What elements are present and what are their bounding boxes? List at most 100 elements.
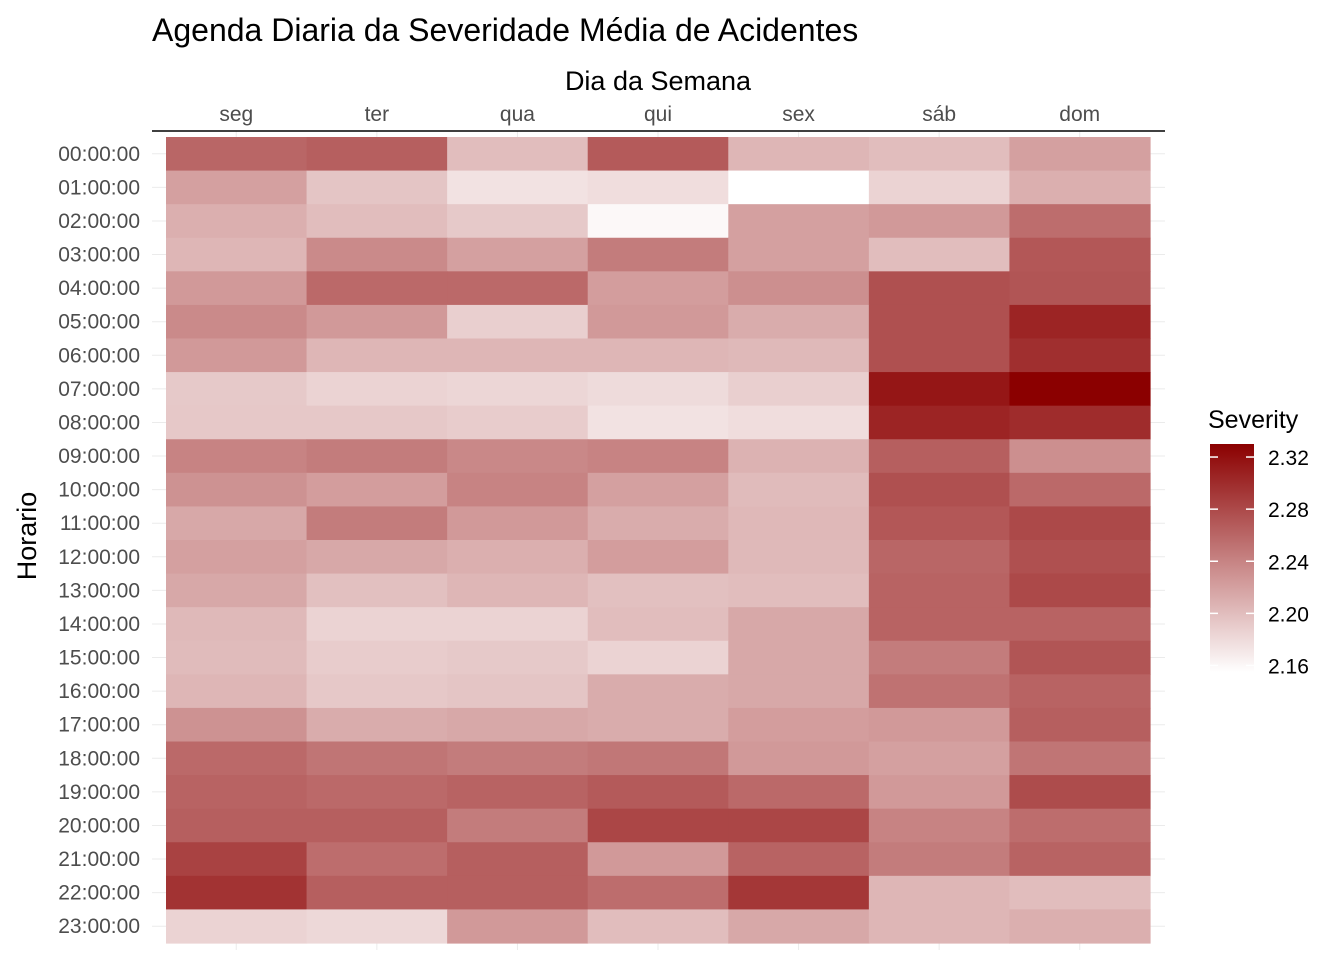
- heatmap-cell-sáb-22:00:00: [868, 875, 1011, 911]
- heatmap-cell-dom-07:00:00: [1009, 372, 1151, 407]
- heatmap-cell-qui-05:00:00: [587, 304, 729, 340]
- heatmap-cell-sex-23:00:00: [728, 909, 870, 944]
- y-tick-label: 14:00:00: [58, 613, 140, 636]
- legend-tick-label: 2.24: [1268, 551, 1309, 574]
- heatmap-cell-sex-05:00:00: [728, 304, 870, 340]
- heatmap-cell-qua-04:00:00: [447, 271, 589, 306]
- heatmap-cell-dom-02:00:00: [1009, 204, 1151, 239]
- heatmap-cell-qui-09:00:00: [587, 439, 729, 474]
- heatmap-cell-sex-13:00:00: [728, 573, 870, 608]
- y-tick-label: 20:00:00: [58, 814, 140, 837]
- heatmap-cell-qui-23:00:00: [587, 909, 729, 944]
- heatmap-cell-ter-02:00:00: [306, 204, 448, 239]
- y-tick-label: 23:00:00: [58, 915, 140, 938]
- heatmap-cell-ter-01:00:00: [306, 170, 448, 205]
- legend-tick-label: 2.16: [1268, 655, 1309, 678]
- y-tick-label: 06:00:00: [58, 344, 140, 367]
- x-axis-title: Dia da Semana: [565, 66, 752, 96]
- heatmap-cell-qui-04:00:00: [587, 271, 729, 306]
- heatmap-cell-qua-00:00:00: [447, 137, 589, 172]
- legend-tick-label: 2.20: [1268, 603, 1309, 626]
- y-tick-label: 18:00:00: [58, 747, 140, 770]
- heatmap-cell-qui-07:00:00: [587, 372, 729, 407]
- y-tick-label: 01:00:00: [58, 176, 140, 199]
- y-tick-label: 19:00:00: [58, 781, 140, 804]
- heatmap-cell-dom-21:00:00: [1009, 842, 1151, 877]
- heatmap-cell-ter-07:00:00: [306, 372, 448, 407]
- chart-title: Agenda Diaria da Severidade Média de Aci…: [152, 12, 858, 48]
- heatmap-cell-seg-01:00:00: [166, 170, 308, 205]
- heatmap-cell-ter-23:00:00: [306, 909, 448, 944]
- heatmap-cell-sáb-13:00:00: [868, 573, 1011, 608]
- heatmap-cell-qua-11:00:00: [447, 506, 589, 541]
- y-tick-label: 05:00:00: [58, 311, 140, 334]
- y-tick-label: 21:00:00: [58, 848, 140, 871]
- heatmap-cell-dom-19:00:00: [1009, 775, 1151, 810]
- legend: Severity 2.32 2.28 2.24 2.20 2.16: [1208, 406, 1309, 678]
- heatmap-cell-dom-00:00:00: [1009, 137, 1151, 172]
- heatmap-cell-dom-09:00:00: [1009, 439, 1151, 474]
- heatmap-cell-seg-06:00:00: [166, 338, 308, 373]
- heatmap-cell-seg-03:00:00: [166, 237, 308, 272]
- heatmap-cell-sáb-19:00:00: [868, 775, 1011, 810]
- y-tick-label: 16:00:00: [58, 680, 140, 703]
- heatmap-cell-seg-10:00:00: [166, 472, 308, 508]
- heatmap-cell-qua-09:00:00: [447, 439, 589, 474]
- heatmap-cell-sáb-14:00:00: [868, 607, 1011, 642]
- heatmap-cell-qua-22:00:00: [447, 875, 589, 911]
- heatmap-cell-dom-01:00:00: [1009, 170, 1151, 205]
- heatmap-cell-dom-03:00:00: [1009, 237, 1151, 272]
- heatmap-cell-sáb-17:00:00: [868, 707, 1011, 743]
- legend-title: Severity: [1208, 406, 1299, 434]
- heatmap-cell-sáb-00:00:00: [868, 137, 1011, 172]
- heatmap-cell-ter-20:00:00: [306, 808, 448, 843]
- heatmap-cell-sáb-07:00:00: [868, 372, 1011, 407]
- heatmap-cell-sex-10:00:00: [728, 472, 870, 508]
- heatmap-cell-qui-18:00:00: [587, 741, 729, 776]
- heatmap-cell-qua-03:00:00: [447, 237, 589, 272]
- heatmap-cell-qui-15:00:00: [587, 640, 729, 675]
- heatmap-cell-sex-15:00:00: [728, 640, 870, 675]
- heatmap-cell-qua-12:00:00: [447, 540, 589, 575]
- heatmap-cell-qui-19:00:00: [587, 775, 729, 810]
- heatmap-cell-sex-16:00:00: [728, 674, 870, 709]
- legend-colorbar: [1210, 444, 1254, 672]
- heatmap-cell-sáb-05:00:00: [868, 304, 1011, 340]
- heatmap-cell-qua-06:00:00: [447, 338, 589, 373]
- y-tick-label: 03:00:00: [58, 244, 140, 267]
- heatmap-cell-sex-14:00:00: [728, 607, 870, 642]
- heatmap-cell-sáb-15:00:00: [868, 640, 1011, 675]
- heatmap-cell-qui-08:00:00: [587, 405, 729, 440]
- heatmap-cell-sáb-03:00:00: [868, 237, 1011, 272]
- heatmap-cell-qui-06:00:00: [587, 338, 729, 373]
- y-tick-labels: 00:00:00 01:00:00 02:00:00 03:00:00 04:00:00…: [58, 143, 140, 938]
- heatmap-cell-dom-20:00:00: [1009, 808, 1151, 843]
- heatmap-cell-ter-08:00:00: [306, 405, 448, 440]
- y-tick-label: 07:00:00: [58, 378, 140, 401]
- heatmap-cell-ter-00:00:00: [306, 137, 448, 172]
- heatmap-cell-sáb-12:00:00: [868, 540, 1011, 575]
- heatmap-cell-seg-05:00:00: [166, 304, 308, 340]
- heatmap-cell-seg-00:00:00: [166, 137, 308, 172]
- heatmap-cell-qua-08:00:00: [447, 405, 589, 440]
- heatmap-cell-ter-09:00:00: [306, 439, 448, 474]
- heatmap-cell-qui-17:00:00: [587, 707, 729, 743]
- heatmap-cell-sex-22:00:00: [728, 875, 870, 911]
- heatmap-cell-qui-22:00:00: [587, 875, 729, 911]
- heatmap-cell-sex-12:00:00: [728, 540, 870, 575]
- heatmap-cell-dom-13:00:00: [1009, 573, 1151, 608]
- heatmap-cell-seg-23:00:00: [166, 909, 308, 944]
- heatmap-cell-qua-17:00:00: [447, 707, 589, 743]
- x-tick-label: seg: [219, 103, 253, 126]
- heatmap-cell-qui-13:00:00: [587, 573, 729, 608]
- x-tick-label: ter: [365, 103, 390, 126]
- heatmap-cell-qua-16:00:00: [447, 674, 589, 709]
- heatmap-cell-sáb-01:00:00: [868, 170, 1011, 205]
- heatmap-cell-sex-07:00:00: [728, 372, 870, 407]
- x-tick-labels: seg ter qua qui sex sáb dom: [219, 103, 1100, 126]
- legend-tick-label: 2.28: [1268, 499, 1309, 522]
- heatmap-cell-qui-02:00:00: [587, 204, 729, 239]
- heatmap-cell-sáb-08:00:00: [868, 405, 1011, 440]
- heatmap-cell-seg-08:00:00: [166, 405, 308, 440]
